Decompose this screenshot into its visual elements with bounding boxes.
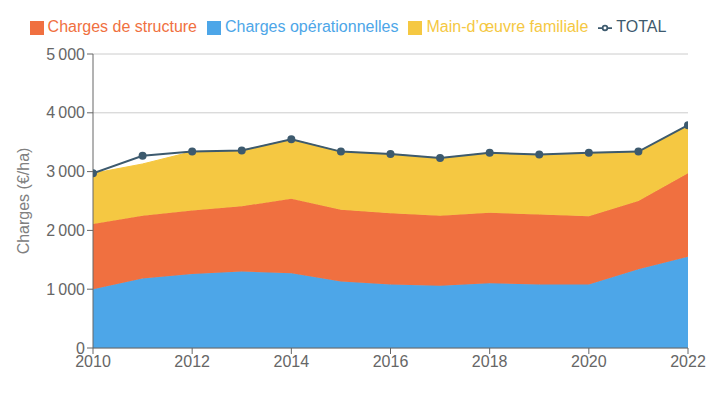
svg-text:1 000: 1 000 — [46, 281, 85, 298]
svg-text:2012: 2012 — [174, 353, 210, 370]
html-text:Charges opérationnelles: Charges opérationnelles — [225, 18, 399, 35]
svg-text:4 000: 4 000 — [46, 104, 85, 121]
svg-text:0: 0 — [76, 340, 85, 357]
html-text:Charges de structure: Charges de structure — [47, 18, 197, 35]
svg-text:2014: 2014 — [274, 353, 310, 370]
svg-text:2 000: 2 000 — [46, 222, 85, 239]
svg-text:Charges (€/ha): Charges (€/ha) — [15, 148, 32, 255]
html-text:TOTAL: TOTAL — [616, 18, 667, 35]
svg-text:2020: 2020 — [571, 353, 607, 370]
svg-text:2010: 2010 — [75, 353, 111, 371]
svg-text:3 000: 3 000 — [46, 163, 85, 180]
html-text:Main-d’œuvre familiale: Main-d’œuvre familiale — [426, 18, 589, 35]
svg-text:2016: 2016 — [373, 353, 409, 370]
svg-text:2018: 2018 — [472, 353, 508, 370]
svg-text:5 000: 5 000 — [46, 46, 85, 63]
svg-text:2022: 2022 — [670, 353, 706, 370]
